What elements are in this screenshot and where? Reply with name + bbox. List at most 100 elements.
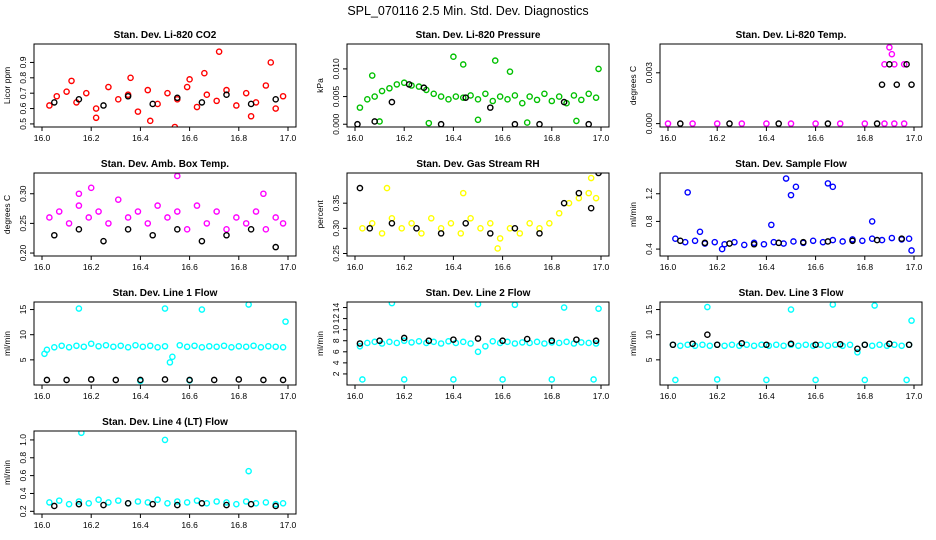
data-point	[146, 342, 154, 350]
data-point	[425, 119, 433, 127]
data-point	[368, 72, 376, 79]
y-tick-label: 0.5	[18, 118, 28, 130]
data-point	[891, 120, 898, 127]
x-tick-label: 16.8	[544, 133, 561, 143]
x-tick-label: 16.4	[758, 391, 775, 401]
data-point	[144, 220, 152, 227]
data-point	[92, 105, 100, 112]
data-point	[718, 245, 726, 253]
data-point	[486, 104, 494, 111]
panel-title: Stan. Dev. Line 2 Flow	[426, 288, 531, 299]
data-point	[861, 341, 869, 349]
x-tick-label: 17.0	[906, 133, 923, 143]
data-point	[65, 220, 73, 227]
data-point	[760, 240, 768, 248]
data-point	[279, 499, 287, 507]
data-point	[65, 500, 73, 508]
data-point	[173, 94, 181, 102]
data-point	[585, 90, 593, 98]
x-tick-label: 16.8	[231, 262, 248, 272]
data-point	[58, 342, 65, 350]
plot-frame	[659, 43, 923, 128]
y-tick-label: 0.000	[644, 113, 654, 135]
data-point	[368, 220, 376, 227]
x-tick-label: 16.0	[660, 133, 677, 143]
data-point	[260, 376, 267, 384]
data-point	[689, 120, 696, 127]
data-point	[247, 500, 255, 508]
plot-frame	[346, 301, 610, 386]
data-point	[541, 90, 548, 98]
data-point	[445, 96, 452, 103]
data-point	[75, 96, 83, 103]
data-point	[75, 202, 83, 209]
data-point	[63, 88, 70, 95]
data-point	[900, 61, 908, 68]
plot-frame	[33, 301, 297, 386]
data-point	[82, 89, 90, 97]
data-point	[903, 376, 910, 384]
data-point	[356, 342, 364, 350]
y-tick-label: 0.6	[18, 102, 28, 114]
y-tick-label: 6	[331, 349, 341, 354]
data-point	[85, 499, 93, 507]
y-tick-label: 14	[331, 303, 341, 313]
data-point	[386, 84, 393, 92]
x-tick-label: 16.8	[857, 262, 874, 272]
x-tick-label: 16.2	[396, 262, 413, 272]
plot-frame	[659, 301, 923, 386]
data-point	[876, 341, 883, 349]
data-point	[518, 99, 526, 107]
data-point	[861, 120, 869, 127]
x-tick-label: 16.0	[34, 133, 51, 143]
black-series	[51, 499, 280, 510]
plot-frame	[33, 172, 297, 257]
data-point	[223, 231, 230, 239]
data-point	[763, 120, 770, 127]
data-point	[198, 306, 206, 313]
y-tick-label: 15	[18, 305, 28, 315]
data-point	[533, 338, 541, 346]
data-point	[95, 496, 102, 504]
data-point	[161, 305, 169, 312]
data-point	[247, 100, 255, 108]
data-point	[250, 342, 257, 350]
data-point	[213, 208, 220, 215]
x-tick-label: 16.6	[181, 391, 198, 401]
data-point	[425, 337, 433, 345]
data-point	[376, 337, 383, 345]
data-point	[728, 341, 736, 349]
data-point	[905, 341, 913, 349]
data-point	[824, 238, 832, 245]
panel-title: Stan. Dev. Li-820 Pressure	[416, 30, 541, 41]
data-point	[854, 349, 861, 356]
data-point	[198, 343, 206, 351]
data-point	[711, 238, 719, 246]
data-point	[51, 343, 58, 351]
data-point	[482, 90, 489, 98]
data-point	[691, 237, 699, 245]
x-tick-label: 16.6	[494, 262, 511, 272]
data-point	[78, 431, 85, 437]
data-point	[105, 83, 112, 91]
y-axis-label: degrees C	[2, 195, 12, 234]
data-point	[888, 50, 896, 58]
chart-panel-1: Stan. Dev. Li-820 CO2 Licor ppm 16.0 16.2 16…	[2, 30, 297, 143]
data-point	[100, 501, 107, 509]
data-point	[486, 220, 494, 227]
data-point	[738, 120, 746, 127]
data-point	[684, 189, 691, 196]
data-point	[437, 93, 445, 100]
data-point	[400, 337, 408, 345]
data-point	[265, 342, 272, 350]
x-tick-label: 17.0	[280, 262, 297, 272]
panel-title: Stan. Dev. Gas Stream RH	[416, 159, 539, 170]
data-point	[908, 81, 915, 88]
data-point	[459, 61, 467, 68]
y-tick-label: 0.8	[18, 72, 28, 84]
data-point	[721, 342, 728, 350]
data-point	[110, 343, 117, 351]
data-point	[511, 92, 519, 99]
data-point	[247, 112, 255, 120]
data-point	[467, 214, 474, 222]
